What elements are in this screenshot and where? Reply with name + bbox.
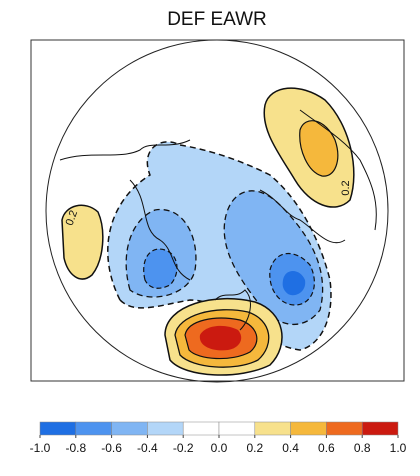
positive-region <box>199 325 242 351</box>
colorbar: -1.0 -0.8 -0.6 -0.4 -0.2 0.0 0.2 0.4 0.6 0.8 1.0 <box>30 421 407 455</box>
colorbar-tick-label: -0.8 <box>65 441 86 455</box>
colorbar-tick-label: 0.2 <box>246 441 263 455</box>
colorbar-box <box>111 421 148 436</box>
colorbar-tick-label: 0.8 <box>354 441 371 455</box>
colorbar-tick-label: 0.6 <box>318 441 335 455</box>
colorbar-box <box>254 421 291 436</box>
colorbar-box <box>39 421 77 436</box>
negative-region <box>282 271 306 296</box>
coastline <box>59 109 377 331</box>
colorbar-box <box>326 421 363 436</box>
colorbar-tick-label: 0.4 <box>282 441 299 455</box>
positive-region <box>61 204 104 280</box>
colorbar-tick-label: -0.6 <box>101 441 122 455</box>
colorbar-tick-label: -1.0 <box>30 441 51 455</box>
globe-outline <box>45 39 389 383</box>
colorbar-tick-label: -0.4 <box>137 441 158 455</box>
colorbar-box <box>361 421 399 436</box>
colorbar-box <box>218 421 256 436</box>
colorbar-tick-label: 0.0 <box>211 441 228 455</box>
colorbar-box <box>147 421 184 436</box>
map-field <box>59 87 377 376</box>
map-title: DEF EAWR <box>167 9 267 30</box>
colorbar-box <box>290 421 327 436</box>
colorbar-box <box>182 421 220 436</box>
negative-region <box>143 248 178 289</box>
colorbar-tick-label: -0.2 <box>173 441 194 455</box>
colorbar-tick-label: 1.0 <box>390 441 407 455</box>
colorbar-box <box>75 421 112 436</box>
contour-label: 0.2 <box>340 180 352 195</box>
contour-label: 0.2 <box>64 209 81 227</box>
